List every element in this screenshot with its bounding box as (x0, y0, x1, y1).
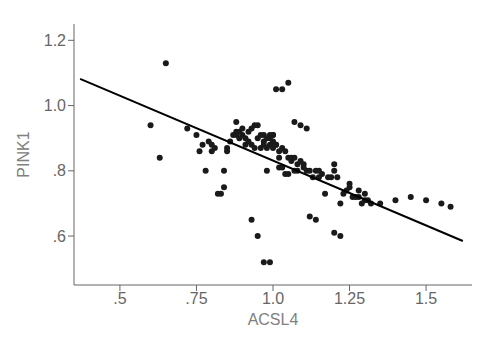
svg-text:PINK1: PINK1 (15, 131, 32, 177)
svg-text:1.25: 1.25 (334, 290, 365, 307)
svg-text:1.5: 1.5 (415, 290, 437, 307)
svg-text:.75: .75 (185, 290, 207, 307)
svg-text:ACSL4: ACSL4 (248, 311, 299, 328)
svg-text:.6: .6 (53, 228, 66, 245)
svg-text:1.0: 1.0 (262, 290, 284, 307)
svg-text:.8: .8 (53, 162, 66, 179)
svg-text:1.0: 1.0 (44, 97, 66, 114)
svg-text:1.2: 1.2 (44, 32, 66, 49)
svg-text:.5: .5 (113, 290, 126, 307)
